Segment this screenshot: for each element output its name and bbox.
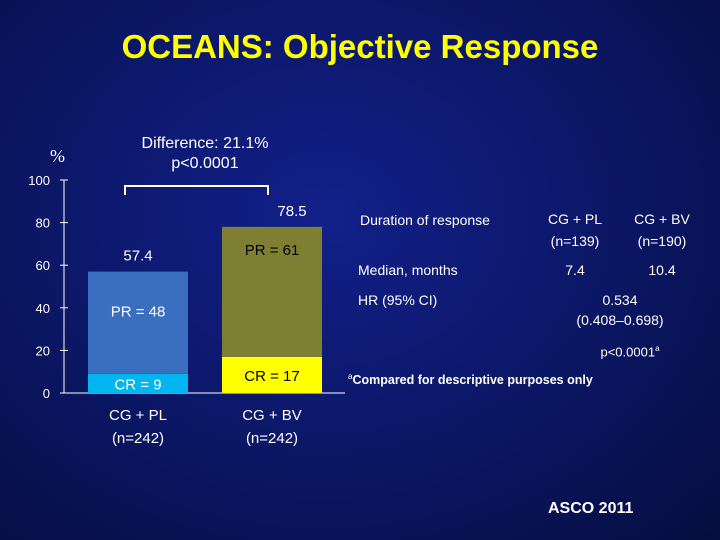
x-category-n-label: (n=242) xyxy=(112,430,164,447)
bar-segment-pr xyxy=(222,226,322,357)
bar-segment-cr xyxy=(222,356,322,393)
column-header-cg-pl: CG + PL (n=139) xyxy=(525,208,625,252)
hr-ci: (0.408–0.698) xyxy=(576,312,664,328)
x-category-label: CG + BV xyxy=(242,407,302,424)
pr-data-label: PR = 48 xyxy=(111,304,166,321)
median-label: Median, months xyxy=(358,262,458,278)
total-data-label: 57.4 xyxy=(123,248,152,265)
difference-value: Difference: 21.1% xyxy=(141,135,269,152)
duration-header: Duration of response xyxy=(360,212,490,228)
bars-group: CR = 9 PR = 48 57.4 CG + PL (n=242) CR = 17 PR… xyxy=(88,203,322,447)
y-tick-label: 100 xyxy=(28,173,50,188)
column-header-cg-pl-n: (n=139) xyxy=(550,233,600,249)
difference-bracket xyxy=(124,185,269,195)
p-value: p<0.0001a xyxy=(560,344,700,359)
difference-annotation: Difference: 21.1% p<0.0001 xyxy=(100,134,310,174)
footnote-marker: a xyxy=(348,372,353,381)
source-label: ASCO 2011 xyxy=(548,500,634,517)
pr-data-label: PR = 61 xyxy=(245,242,300,259)
column-header-cg-bv-n: (n=190) xyxy=(637,233,687,249)
y-tick-label: 0 xyxy=(43,386,50,401)
difference-p-value: p<0.0001 xyxy=(171,155,239,172)
y-axis-unit-label: % xyxy=(50,146,65,166)
hr-label: HR (95% CI) xyxy=(358,292,438,308)
y-tick-label: 40 xyxy=(36,301,50,316)
cr-data-label: CR = 17 xyxy=(244,368,299,385)
median-cg-pl: 7.4 xyxy=(565,262,585,278)
column-header-cg-pl-name: CG + PL xyxy=(547,211,603,227)
median-cg-bv: 10.4 xyxy=(648,262,676,278)
x-category-n-label: (n=242) xyxy=(246,430,298,447)
column-header-cg-bv-name: CG + BV xyxy=(634,211,690,227)
footnote-text: Compared for descriptive purposes only xyxy=(352,373,593,388)
y-tick-label: 80 xyxy=(36,216,50,231)
y-tick-label: 20 xyxy=(36,343,50,358)
y-tick-label: 60 xyxy=(36,258,50,273)
footnote: aCompared for descriptive purposes only xyxy=(348,372,593,387)
bar-segment-pr xyxy=(88,271,188,374)
total-data-label: 78.5 xyxy=(277,203,306,220)
y-axis: 0 20 40 60 80 100 xyxy=(28,173,345,401)
slide-title: OCEANS: Objective Response xyxy=(121,28,599,65)
p-value-footnote-marker: a xyxy=(655,344,660,353)
hr-value: 0.534 xyxy=(602,292,638,308)
bar-segment-cr xyxy=(88,373,188,393)
p-value-text: p<0.0001 xyxy=(600,344,656,360)
x-category-label: CG + PL xyxy=(109,407,167,424)
column-header-cg-bv: CG + BV (n=190) xyxy=(612,208,712,252)
cr-data-label: CR = 9 xyxy=(114,376,161,393)
difference-bracket-line xyxy=(124,185,269,195)
